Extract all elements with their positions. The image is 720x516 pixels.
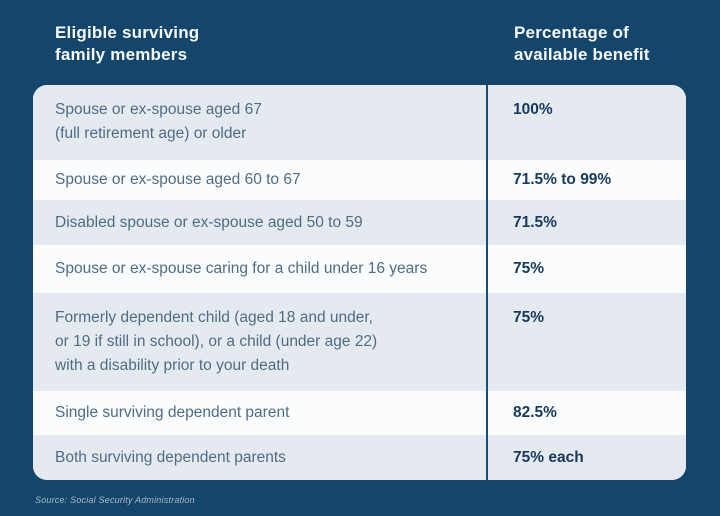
member-cell: Spouse or ex-spouse caring for a child u… (55, 260, 428, 277)
table-header: Eligible surviving family members Percen… (33, 22, 686, 66)
header-benefit-percentage: Percentage of available benefit (514, 23, 650, 64)
member-cell: Spouse or ex-spouse aged 60 to 67 (55, 171, 301, 188)
table-row: Disabled spouse or ex-spouse aged 50 to … (33, 200, 686, 245)
table-row: Both surviving dependent parents 75% eac… (33, 435, 686, 480)
benefit-cell: 75% (486, 293, 686, 391)
table-row: Formerly dependent child (aged 18 and un… (33, 293, 686, 391)
benefit-cell: 100% (486, 85, 686, 160)
header-eligible-members: Eligible surviving family members (55, 23, 200, 64)
source-attribution: Source: Social Security Administration (35, 495, 195, 505)
benefit-cell: 75% each (486, 435, 686, 480)
table-row: Spouse or ex-spouse caring for a child u… (33, 245, 686, 293)
member-cell: Spouse or ex-spouse aged 67 (full retire… (55, 101, 262, 142)
member-cell: Formerly dependent child (aged 18 and un… (55, 309, 378, 374)
table-row: Spouse or ex-spouse aged 67 (full retire… (33, 85, 686, 160)
table-row: Spouse or ex-spouse aged 60 to 67 71.5% … (33, 160, 686, 200)
table-row: Single surviving dependent parent 82.5% (33, 391, 686, 435)
benefit-cell: 75% (486, 245, 686, 293)
benefit-cell: 71.5% to 99% (486, 160, 686, 200)
benefit-cell: 82.5% (486, 391, 686, 435)
member-cell: Single surviving dependent parent (55, 404, 290, 421)
member-cell: Disabled spouse or ex-spouse aged 50 to … (55, 213, 363, 231)
benefits-table: Spouse or ex-spouse aged 67 (full retire… (33, 85, 686, 480)
benefit-cell: 71.5% (486, 200, 686, 245)
member-cell: Both surviving dependent parents (55, 448, 286, 466)
